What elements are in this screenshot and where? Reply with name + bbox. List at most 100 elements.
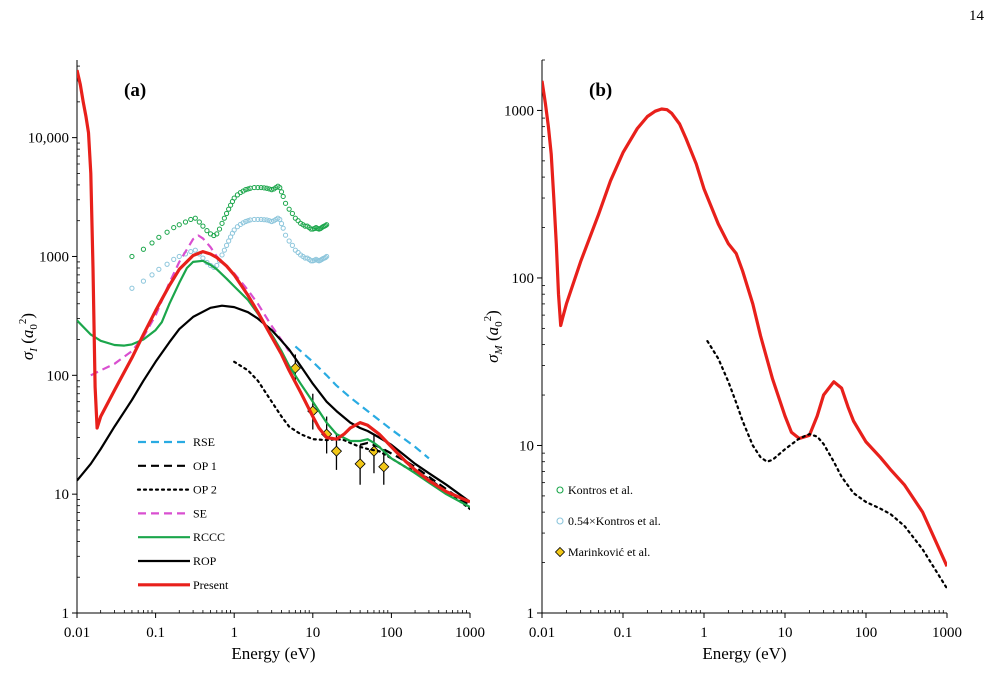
data-point (258, 216, 264, 223)
legend-label-marinkovi-et-al: Marinković et al. (568, 545, 650, 559)
data-point (282, 200, 289, 206)
data-point (240, 188, 246, 194)
data-point (292, 247, 298, 253)
y-tick-label: 1 (527, 606, 535, 622)
legend-a: RSE OP 1 OP 2 SE RCCC ROP Present (136, 435, 229, 592)
y-tick-label: 10 (54, 487, 69, 503)
x-tick-label: 0.1 (146, 625, 165, 641)
legend-label-present: Present (193, 578, 229, 592)
data-point (308, 226, 314, 232)
legend-label-op-2: OP 2 (193, 483, 217, 497)
y-tick-label: 1000 (504, 103, 534, 119)
data-point (264, 217, 270, 223)
x-tick-label: 1000 (932, 625, 962, 641)
data-point (231, 227, 237, 233)
data-point (261, 217, 267, 223)
y-axis-label: σM (a02) (482, 310, 505, 363)
data-point (277, 184, 283, 191)
data-point (164, 261, 170, 267)
data-point (378, 461, 390, 473)
x-tick-label: 1 (700, 625, 708, 641)
data-point (140, 278, 147, 284)
data-point (245, 186, 251, 192)
data-point (255, 216, 261, 223)
x-tick-label: 100 (855, 625, 878, 641)
data-point (237, 189, 244, 196)
data-point (282, 232, 289, 238)
series-line-op-1 (359, 441, 470, 507)
data-point (223, 210, 230, 217)
data-point (140, 246, 147, 252)
x-tick-label: 100 (380, 625, 403, 641)
data-point (289, 242, 295, 248)
y-tick-label: 100 (47, 368, 70, 384)
series-line-present (77, 69, 470, 504)
data-point (280, 193, 286, 200)
x-tick-label: 10 (305, 625, 320, 641)
data-point (188, 248, 194, 255)
data-point (221, 215, 227, 221)
data-point (240, 220, 246, 226)
y-label-part: I (28, 347, 40, 353)
legend-marker-marinkovi-et-al (554, 546, 566, 558)
series-line-se (90, 234, 291, 377)
data-point (200, 255, 206, 261)
data-point (286, 238, 292, 244)
data-point (216, 226, 223, 232)
data-point (261, 185, 267, 191)
data-point (354, 458, 366, 470)
data-point (324, 253, 330, 260)
data-point (192, 215, 198, 221)
y-label-part: 0 (28, 324, 40, 330)
y-tick-label: 100 (512, 271, 535, 287)
series-line-rse (294, 345, 430, 460)
marker-series-0-54-kontros-et-al (129, 215, 330, 291)
data-point (219, 220, 225, 226)
y-label-part: ) (18, 313, 37, 319)
legend-label-rse: RSE (193, 435, 215, 449)
legend-label-rccc: RCCC (193, 530, 225, 544)
y-label-part: 2 (482, 316, 494, 322)
y-label-part: M (493, 344, 505, 355)
y-label-part: a (483, 327, 502, 336)
data-point (129, 285, 135, 291)
data-point (219, 252, 225, 258)
data-point (278, 221, 285, 227)
data-point (129, 253, 135, 260)
panel-a: 0.01 0.1 1 10 100 1000 1 10 100 1000 10,000 Energy … (17, 60, 485, 663)
x-tick-label: 0.1 (614, 625, 633, 641)
legend-label-se: SE (193, 506, 207, 520)
page-number: 14 (969, 8, 984, 24)
data-point (286, 206, 292, 212)
legend-label-kontros-et-al: Kontros et al. (568, 483, 633, 497)
plot-area (77, 69, 470, 511)
x-tick-label: 0.01 (64, 625, 90, 641)
y-label-part: 0 (493, 321, 505, 327)
x-axis-label: Energy (eV) (231, 644, 315, 663)
y-label-part: ( (18, 338, 37, 348)
y-label-part: ) (483, 310, 502, 316)
x-tick-label: 0.01 (529, 625, 555, 641)
data-point (269, 187, 275, 193)
y-axis-label: σI (a02) (17, 313, 40, 360)
data-point (280, 225, 286, 231)
data-point (289, 210, 295, 217)
data-point (164, 229, 170, 235)
y-label-part: σ (483, 354, 502, 363)
data-point (322, 254, 329, 261)
data-point (171, 256, 177, 262)
data-point (264, 185, 270, 191)
legend-marker-kontros-et-al (556, 486, 564, 494)
data-point (226, 206, 232, 212)
panel-label: (a) (124, 80, 146, 101)
data-point (308, 258, 314, 264)
data-point (214, 231, 220, 237)
data-point (176, 253, 182, 260)
data-point (182, 219, 189, 225)
y-label-part: σ (18, 351, 37, 360)
y-tick-label: 10 (519, 438, 534, 454)
data-point (214, 262, 220, 269)
series-line-op-2 (706, 340, 947, 590)
data-point (231, 195, 237, 201)
data-point (171, 224, 177, 231)
